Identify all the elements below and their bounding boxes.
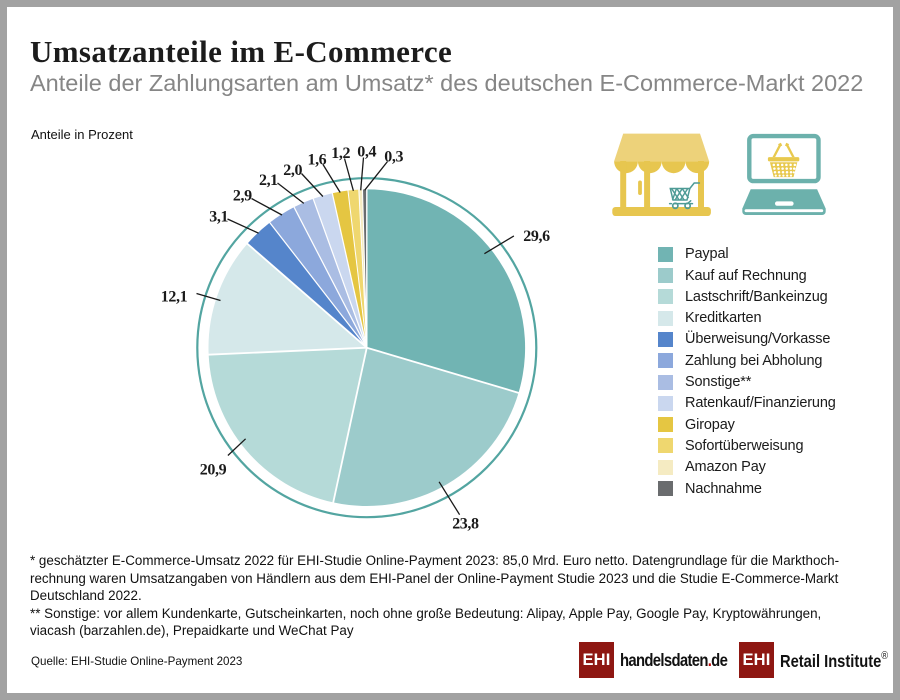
svg-text:2,9: 2,9 (233, 187, 252, 204)
svg-text:2,0: 2,0 (283, 162, 302, 179)
svg-text:1,2: 1,2 (331, 145, 350, 162)
svg-text:1,6: 1,6 (307, 152, 326, 169)
svg-text:0,4: 0,4 (357, 144, 376, 161)
svg-text:0,3: 0,3 (384, 148, 403, 165)
svg-text:2,1: 2,1 (259, 172, 278, 189)
svg-text:23,8: 23,8 (452, 516, 479, 533)
svg-text:3,1: 3,1 (209, 208, 228, 225)
svg-text:20,9: 20,9 (200, 461, 227, 478)
svg-text:12,1: 12,1 (161, 288, 188, 305)
svg-text:29,6: 29,6 (523, 228, 550, 245)
